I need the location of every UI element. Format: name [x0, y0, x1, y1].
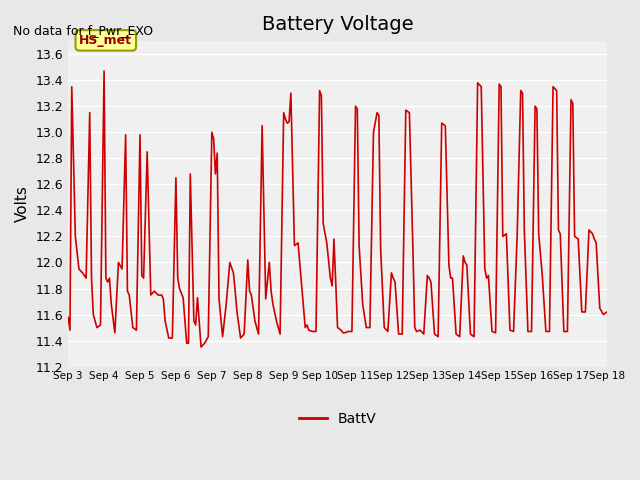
- Title: Battery Voltage: Battery Voltage: [262, 15, 413, 34]
- Y-axis label: Volts: Volts: [15, 185, 30, 222]
- Text: No data for f_Pwr_EXO: No data for f_Pwr_EXO: [13, 24, 153, 37]
- Text: HS_met: HS_met: [79, 34, 132, 47]
- Legend: BattV: BattV: [293, 406, 382, 432]
